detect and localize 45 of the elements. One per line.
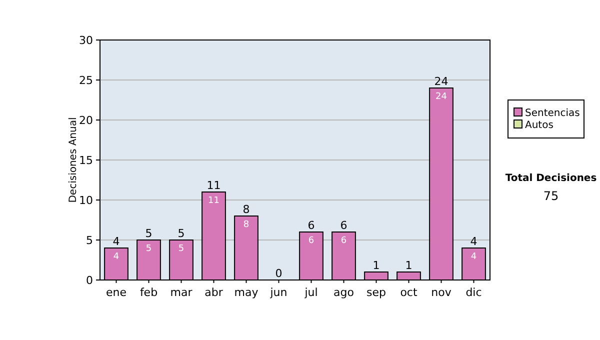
x-tick-label: ene [106,286,127,299]
total-label: 0 [275,267,282,280]
y-tick-label: 15 [79,154,93,167]
total-label: 8 [242,203,250,216]
total-label: 1 [372,259,380,272]
legend-label: Autos [525,120,554,131]
data-label: 6 [308,236,314,246]
data-label: 8 [243,220,250,230]
x-tick-label: abr [204,286,224,299]
total-label: 1 [405,259,412,272]
total-label: 6 [308,219,315,232]
x-tick-label: jul [304,286,318,299]
y-tick-label: 5 [86,234,93,247]
data-label: 6 [340,236,347,246]
data-label: 5 [178,244,184,254]
data-label: 4 [113,252,120,262]
total-label: 5 [145,227,152,240]
y-tick-label: 10 [79,194,93,207]
legend-label: Sentencias [525,108,580,119]
y-tick-label: 0 [86,274,93,287]
x-tick-label: nov [431,286,452,299]
data-label: 11 [208,196,220,206]
total-label: 6 [340,219,348,232]
x-tick-label: sep [366,286,386,299]
x-tick-label: may [234,286,259,299]
y-axis-title: Decisiones Anual [68,117,79,203]
x-tick-label: mar [170,286,193,299]
x-tick-label: oct [400,286,418,299]
x-tick-label: feb [140,286,158,299]
x-tick-label: jun [269,286,288,299]
data-label: 24 [436,92,448,102]
data-label: 4 [470,252,477,262]
total-label: 4 [470,235,478,248]
x-tick-label: ago [334,286,354,299]
y-tick-label: 20 [79,114,93,127]
x-tick-label: dic [466,286,482,299]
total-label: 11 [206,179,221,192]
y-tick-label: 25 [79,74,93,87]
text: 75 [543,189,559,203]
total-label: 4 [112,235,120,248]
text: Total Decisiones [505,173,597,184]
total-label: 5 [178,227,185,240]
data-label: 5 [146,244,152,254]
total-label: 24 [434,75,448,88]
y-tick-label: 30 [79,34,93,47]
